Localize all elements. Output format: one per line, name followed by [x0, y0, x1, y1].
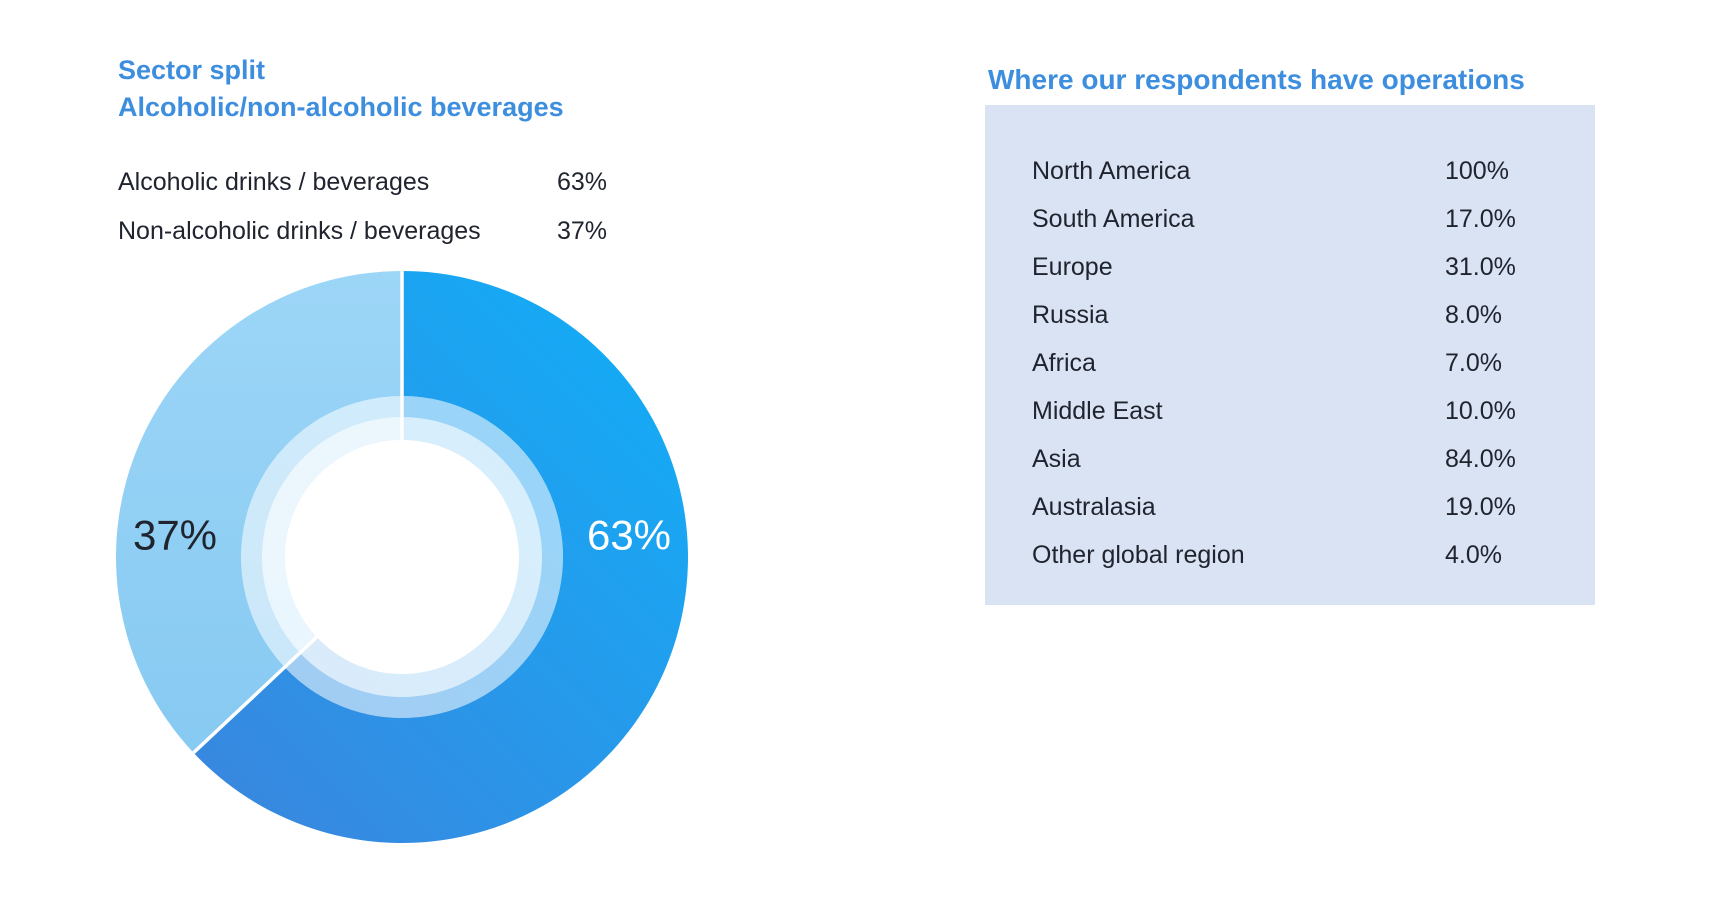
legend-label: Alcoholic drinks / beverages [118, 168, 430, 196]
region-value: 8.0% [1445, 301, 1502, 329]
region-value: 84.0% [1445, 445, 1516, 473]
region-value: 100% [1445, 157, 1509, 185]
region-value: 19.0% [1445, 493, 1516, 521]
region-value: 31.0% [1445, 253, 1516, 281]
table-row: Middle East 10.0% [985, 387, 1595, 435]
region-label: Middle East [1032, 397, 1163, 425]
region-value: 17.0% [1445, 205, 1516, 233]
table-row: South America 17.0% [985, 195, 1595, 243]
operations-table-rows: North America 100% South America 17.0% Europ… [985, 147, 1595, 579]
region-value: 7.0% [1445, 349, 1502, 377]
table-row: Europe 31.0% [985, 243, 1595, 291]
operations-heading: Where our respondents have operations [988, 64, 1525, 96]
legend-value: 37% [556, 217, 607, 245]
table-row: Australasia 19.0% [985, 483, 1595, 531]
table-row: Other global region 4.0% [985, 531, 1595, 579]
region-label: North America [1032, 157, 1191, 185]
region-label: Russia [1032, 301, 1109, 329]
region-label: Europe [1032, 253, 1113, 281]
region-label: Africa [1032, 349, 1096, 377]
slice-divider [190, 624, 331, 756]
donut-value-label: 63% [587, 512, 671, 559]
region-label: South America [1032, 205, 1195, 233]
sector-split-heading-line2: Alcoholic/non-alcoholic beverages [118, 92, 564, 123]
sector-split-heading: Sector split Alcoholic/non-alcoholic bev… [118, 52, 564, 126]
legend-label: Non-alcoholic drinks / beverages [118, 217, 481, 245]
region-value: 4.0% [1445, 541, 1502, 569]
donut-slice-0-ring2 [299, 417, 542, 697]
region-value: 10.0% [1445, 397, 1516, 425]
donut-slice-1-ring1 [240, 396, 402, 668]
legend-value: 63% [556, 168, 607, 196]
legend-row: Non-alcoholic drinks / beverages 37% [118, 207, 607, 256]
sector-split-donut-chart: 63% 37% [112, 267, 692, 847]
donut-svg: 63% 37% [115, 269, 688, 843]
donut-slice-0-ring1 [284, 396, 563, 718]
table-row: Asia 84.0% [985, 435, 1595, 483]
donut-slice-1-ring2 [262, 417, 402, 653]
region-label: Other global region [1032, 541, 1245, 569]
region-label: Asia [1032, 445, 1081, 473]
donut-slice-1 [115, 271, 402, 753]
sector-split-legend: Alcoholic drinks / beverages 63% Non-alcoh… [118, 158, 607, 256]
donut-slice-0 [193, 271, 688, 843]
table-row: Africa 7.0% [985, 339, 1595, 387]
donut-value-label: 37% [133, 512, 217, 559]
legend-row: Alcoholic drinks / beverages 63% [118, 158, 607, 207]
region-label: Australasia [1032, 493, 1156, 521]
operations-table-panel: North America 100% South America 17.0% Europ… [985, 105, 1595, 605]
table-row: North America 100% [985, 147, 1595, 195]
table-row: Russia 8.0% [985, 291, 1595, 339]
sector-split-heading-line1: Sector split [118, 55, 266, 86]
